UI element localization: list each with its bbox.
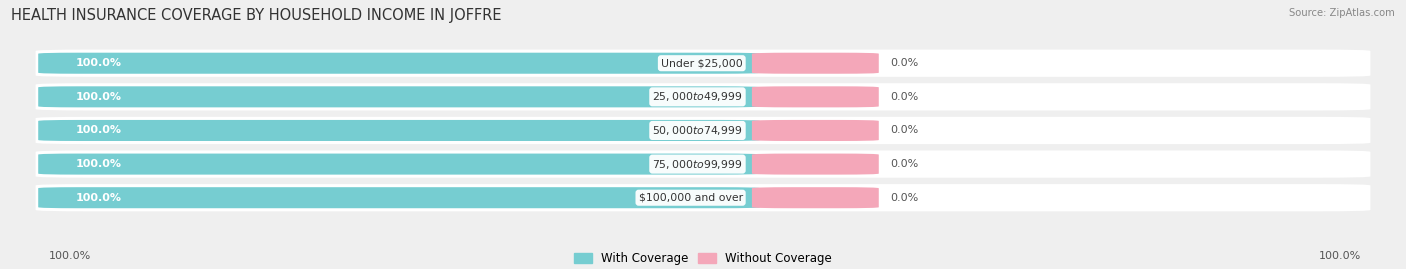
Text: $75,000 to $99,999: $75,000 to $99,999 xyxy=(652,158,742,171)
Text: 100.0%: 100.0% xyxy=(1319,251,1361,261)
Text: 0.0%: 0.0% xyxy=(890,58,920,68)
FancyBboxPatch shape xyxy=(35,117,1371,144)
Text: Source: ZipAtlas.com: Source: ZipAtlas.com xyxy=(1289,8,1395,18)
FancyBboxPatch shape xyxy=(35,150,1371,178)
FancyBboxPatch shape xyxy=(38,53,759,74)
Text: 0.0%: 0.0% xyxy=(890,125,920,136)
FancyBboxPatch shape xyxy=(38,120,759,141)
Text: 100.0%: 100.0% xyxy=(76,159,121,169)
FancyBboxPatch shape xyxy=(752,120,879,141)
FancyBboxPatch shape xyxy=(35,184,1371,211)
FancyBboxPatch shape xyxy=(38,187,759,208)
FancyBboxPatch shape xyxy=(752,53,879,74)
Text: 0.0%: 0.0% xyxy=(890,92,920,102)
Legend: With Coverage, Without Coverage: With Coverage, Without Coverage xyxy=(574,252,832,265)
Text: HEALTH INSURANCE COVERAGE BY HOUSEHOLD INCOME IN JOFFRE: HEALTH INSURANCE COVERAGE BY HOUSEHOLD I… xyxy=(11,8,502,23)
Text: Under $25,000: Under $25,000 xyxy=(661,58,742,68)
Text: 100.0%: 100.0% xyxy=(76,92,121,102)
Text: $50,000 to $74,999: $50,000 to $74,999 xyxy=(652,124,742,137)
FancyBboxPatch shape xyxy=(35,83,1371,111)
FancyBboxPatch shape xyxy=(35,49,1371,77)
Text: $100,000 and over: $100,000 and over xyxy=(638,193,742,203)
Text: 100.0%: 100.0% xyxy=(76,58,121,68)
Text: 100.0%: 100.0% xyxy=(49,251,91,261)
FancyBboxPatch shape xyxy=(752,86,879,107)
Text: 0.0%: 0.0% xyxy=(890,159,920,169)
FancyBboxPatch shape xyxy=(38,154,759,175)
Text: 100.0%: 100.0% xyxy=(76,125,121,136)
FancyBboxPatch shape xyxy=(38,86,759,107)
Text: 100.0%: 100.0% xyxy=(76,193,121,203)
FancyBboxPatch shape xyxy=(752,187,879,208)
Text: 0.0%: 0.0% xyxy=(890,193,920,203)
Text: $25,000 to $49,999: $25,000 to $49,999 xyxy=(652,90,742,103)
FancyBboxPatch shape xyxy=(752,154,879,175)
